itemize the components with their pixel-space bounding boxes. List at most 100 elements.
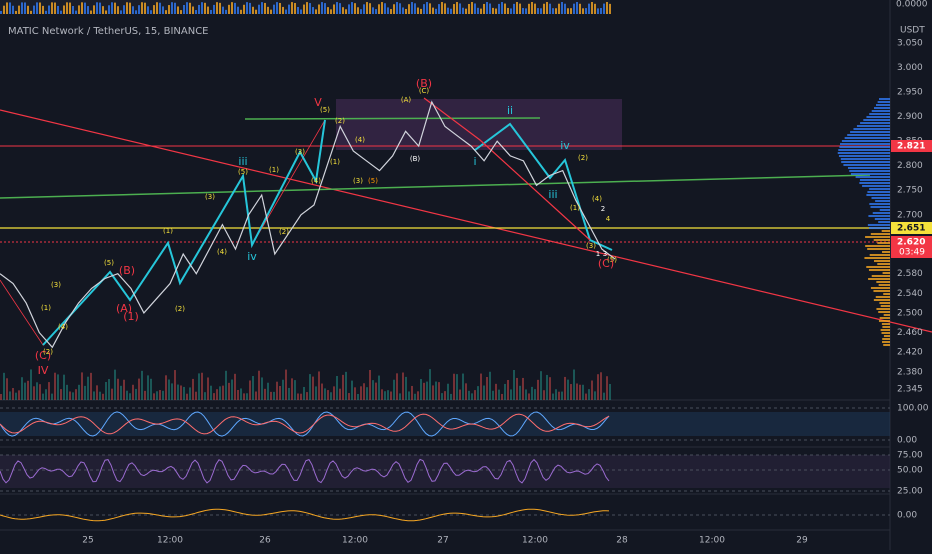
volume-bar bbox=[174, 370, 176, 400]
volume-bar bbox=[33, 386, 35, 400]
wave-line bbox=[474, 122, 613, 251]
top-volume bbox=[432, 7, 434, 14]
top-volume bbox=[339, 3, 341, 15]
top-volume bbox=[300, 9, 302, 14]
time-tick-label: 25 bbox=[82, 536, 93, 546]
volume-bar bbox=[444, 391, 446, 400]
top-volume bbox=[102, 6, 104, 14]
top-volume bbox=[453, 4, 455, 14]
top-volume bbox=[270, 9, 272, 14]
volume-bar bbox=[165, 375, 167, 400]
volume-bar bbox=[360, 386, 362, 400]
top-volume bbox=[243, 4, 245, 14]
volume-profile bbox=[875, 200, 890, 202]
volume-bar bbox=[297, 393, 299, 400]
volume-bar bbox=[522, 377, 524, 400]
pane-tick-label: 0.00 bbox=[897, 436, 917, 446]
top-volume bbox=[465, 8, 467, 14]
volume-profile bbox=[871, 197, 890, 199]
top-volume bbox=[60, 10, 62, 14]
volume-bar bbox=[375, 382, 377, 400]
top-volume bbox=[471, 2, 473, 14]
volume-bar bbox=[225, 370, 227, 400]
volume-profile bbox=[882, 338, 890, 340]
top-volume bbox=[114, 2, 116, 14]
volume-bar bbox=[72, 392, 74, 400]
volume-bar bbox=[243, 393, 245, 400]
top-volume bbox=[12, 5, 14, 15]
top-volume bbox=[537, 8, 539, 14]
top-volume bbox=[54, 2, 56, 15]
pane-tick-label: 75.00 bbox=[897, 451, 923, 461]
top-volume bbox=[57, 5, 59, 14]
volume-profile bbox=[859, 182, 890, 184]
wave-line bbox=[42, 119, 326, 346]
top-volume bbox=[525, 8, 527, 14]
volume-bar bbox=[489, 371, 491, 400]
volume-bar bbox=[420, 379, 422, 400]
top-volume bbox=[306, 2, 308, 15]
top-volume bbox=[375, 9, 377, 14]
volume-bar bbox=[330, 392, 332, 400]
volume-profile bbox=[872, 212, 890, 214]
volume-bar bbox=[594, 391, 596, 400]
volume-profile bbox=[875, 296, 890, 298]
top-volume bbox=[480, 8, 482, 14]
volume-bar bbox=[69, 391, 71, 400]
top-volume bbox=[321, 2, 323, 14]
wave-label: (5) bbox=[104, 259, 114, 267]
volume-bar bbox=[324, 388, 326, 400]
top-volume bbox=[156, 2, 158, 14]
volume-bar bbox=[417, 391, 419, 400]
top-volume bbox=[318, 4, 320, 14]
top-volume bbox=[498, 3, 500, 14]
volume-bar bbox=[333, 386, 335, 400]
symbol-title: MATIC Network / TetherUS, 15, BINANCE bbox=[8, 26, 209, 37]
top-volume bbox=[135, 10, 137, 14]
volume-bar bbox=[513, 369, 515, 400]
top-volume bbox=[36, 2, 38, 15]
volume-bar bbox=[42, 393, 44, 400]
top-volume bbox=[552, 8, 554, 14]
volume-bar bbox=[96, 385, 98, 400]
top-volume bbox=[366, 2, 368, 15]
top-volume bbox=[288, 4, 290, 14]
price-tick-label: 2.460 bbox=[897, 328, 923, 338]
volume-bar bbox=[201, 372, 203, 400]
volume-bar bbox=[336, 375, 338, 400]
volume-bar bbox=[426, 381, 428, 400]
volume-bar bbox=[603, 392, 605, 400]
volume-bar bbox=[381, 389, 383, 400]
volume-bar bbox=[24, 382, 26, 400]
wave-label: (2) bbox=[335, 117, 345, 125]
volume-bar bbox=[558, 391, 560, 400]
volume-bar bbox=[435, 381, 437, 400]
wave-label: (3) bbox=[295, 148, 305, 156]
volume-bar bbox=[483, 385, 485, 400]
top-volume bbox=[576, 2, 578, 14]
volume-bar bbox=[570, 384, 572, 400]
volume-bar bbox=[306, 392, 308, 400]
volume-bar bbox=[90, 372, 92, 400]
volume-profile bbox=[868, 269, 890, 271]
volume-bar bbox=[450, 393, 452, 400]
zone-box bbox=[336, 99, 622, 150]
volume-profile bbox=[878, 311, 890, 313]
wave-label: iii bbox=[548, 188, 557, 201]
volume-bar bbox=[51, 393, 53, 400]
volume-bar bbox=[276, 381, 278, 400]
price-tag-label: 2.651 bbox=[897, 224, 925, 234]
wave-label: (2) bbox=[279, 228, 289, 236]
volume-bar bbox=[189, 387, 191, 400]
top-volume bbox=[384, 3, 386, 14]
volume-bar bbox=[213, 393, 215, 400]
top-volume bbox=[216, 2, 218, 15]
wave-label: (3) bbox=[205, 193, 215, 201]
top-volume bbox=[486, 2, 488, 14]
top-volume bbox=[408, 4, 410, 14]
top-volume bbox=[597, 8, 599, 14]
top-volume bbox=[228, 4, 230, 15]
volume-bar bbox=[579, 384, 581, 400]
volume-bar bbox=[534, 389, 536, 400]
